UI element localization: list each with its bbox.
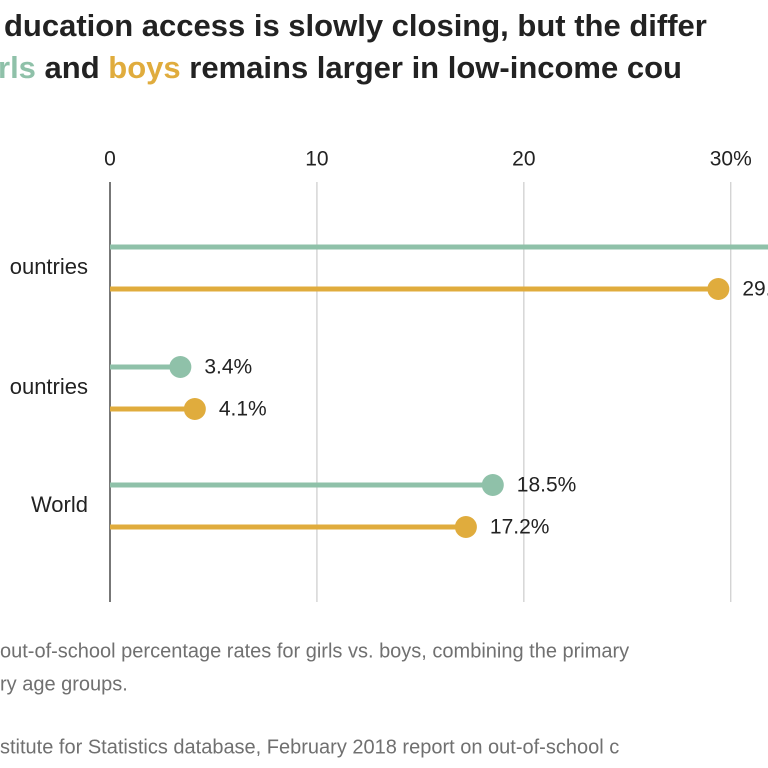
category-label: ountries [10,374,88,399]
lollipop-dot [183,398,206,420]
lollipop-dot [707,278,730,300]
lollipop-dot [169,356,192,378]
x-tick-label: 20 [512,148,535,171]
note: ry age groups. [0,673,128,695]
value-label: 4.1% [219,398,267,421]
lollipop-dot [481,474,504,496]
x-tick-label: 0 [104,148,116,171]
title-text: remains larger in low-income cou [189,50,682,85]
value-label: 18.5% [517,474,577,497]
chart-title: ducation access is slowly closing, but t… [4,8,707,43]
lollipop-dot [454,516,477,538]
x-tick-label: 10 [305,148,328,171]
x-tick-label: 30% [710,148,752,171]
source: stitute for Statistics database, Februar… [0,736,619,758]
note: out-of-school percentage rates for girls… [0,640,629,662]
category-label: World [31,492,88,517]
title-girls: rls [0,50,36,85]
value-label: 29.4% [742,278,768,301]
value-label: 17.2% [490,516,550,539]
value-label: 3.4% [204,356,252,379]
title-boys: boys [108,50,180,85]
title-text: and [45,50,100,85]
chart-title: rls and boys remains larger in low-incom… [0,50,682,85]
category-label: ountries [10,254,88,279]
